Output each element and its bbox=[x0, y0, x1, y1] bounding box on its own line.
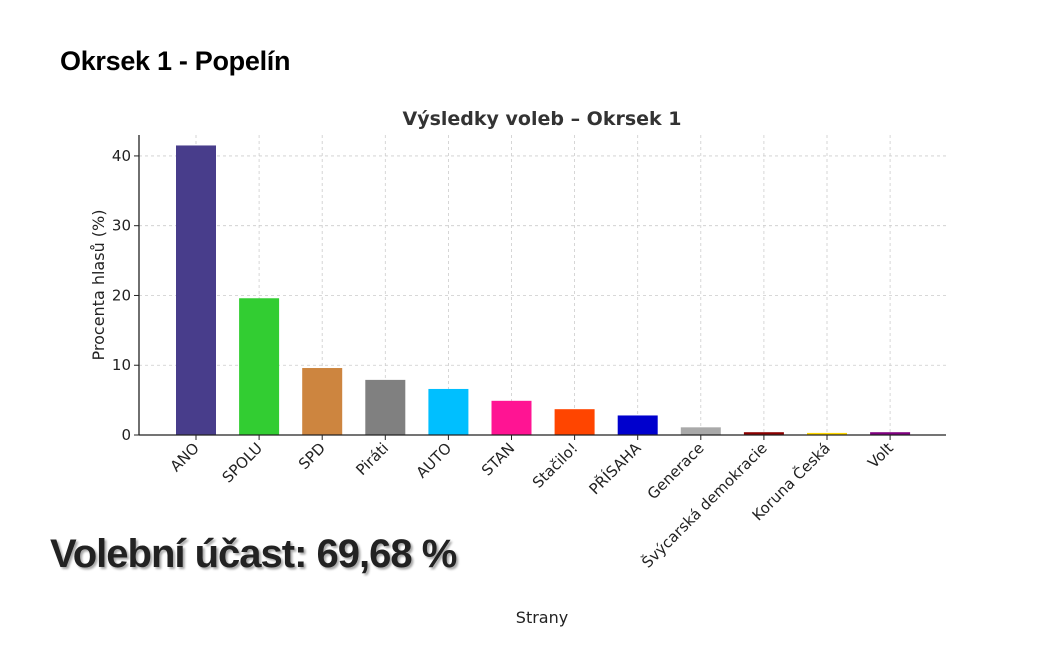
bar-ano bbox=[176, 145, 216, 435]
x-tick-label: ANO bbox=[167, 439, 203, 475]
y-tick-label: 30 bbox=[112, 217, 131, 235]
bars bbox=[176, 145, 911, 435]
bar-pir-ti bbox=[365, 379, 406, 435]
bar-auto bbox=[428, 388, 469, 435]
x-tick-label: Volt bbox=[864, 439, 897, 472]
bar--v-carsk-demokracie bbox=[743, 432, 784, 435]
x-tick-label: SPD bbox=[295, 439, 329, 473]
x-tick-label: AUTO bbox=[413, 439, 456, 482]
axes bbox=[138, 135, 946, 436]
bar-volt bbox=[870, 432, 911, 435]
y-tick-label: 10 bbox=[112, 356, 131, 374]
bar-stan bbox=[491, 400, 532, 435]
grid-lines bbox=[139, 135, 946, 435]
turnout-text: Volební účast: 69,68 % bbox=[50, 532, 457, 576]
chart-title: Výsledky voleb – Okrsek 1 bbox=[402, 108, 681, 130]
x-tick-label: SPOLU bbox=[219, 439, 266, 486]
x-tick-label: Piráti bbox=[352, 439, 392, 479]
bar-p-saha bbox=[617, 415, 658, 435]
y-axis-label: Procenta hlasů (%) bbox=[89, 210, 108, 361]
bar-spd bbox=[302, 368, 343, 435]
y-ticks: 0 10 20 30 40 bbox=[112, 147, 139, 444]
x-tick-label: Švýcarská demokracie bbox=[638, 438, 771, 571]
y-tick-label: 0 bbox=[121, 426, 131, 444]
bar-spolu bbox=[239, 298, 280, 435]
x-tick-label: Generace bbox=[644, 439, 708, 503]
bar-sta-ilo- bbox=[554, 409, 595, 435]
page-title: Okrsek 1 - Popelín bbox=[60, 46, 291, 76]
bar-koruna-esk- bbox=[807, 432, 847, 435]
bar-generace bbox=[680, 427, 721, 435]
x-axis-label: Strany bbox=[516, 608, 568, 627]
x-tick-label: STAN bbox=[478, 439, 518, 479]
x-tick-label: Stačilo! bbox=[529, 439, 582, 492]
x-tick-label: PŘÍSAHA bbox=[585, 438, 645, 498]
y-tick-label: 40 bbox=[112, 147, 131, 165]
y-tick-label: 20 bbox=[112, 286, 131, 304]
